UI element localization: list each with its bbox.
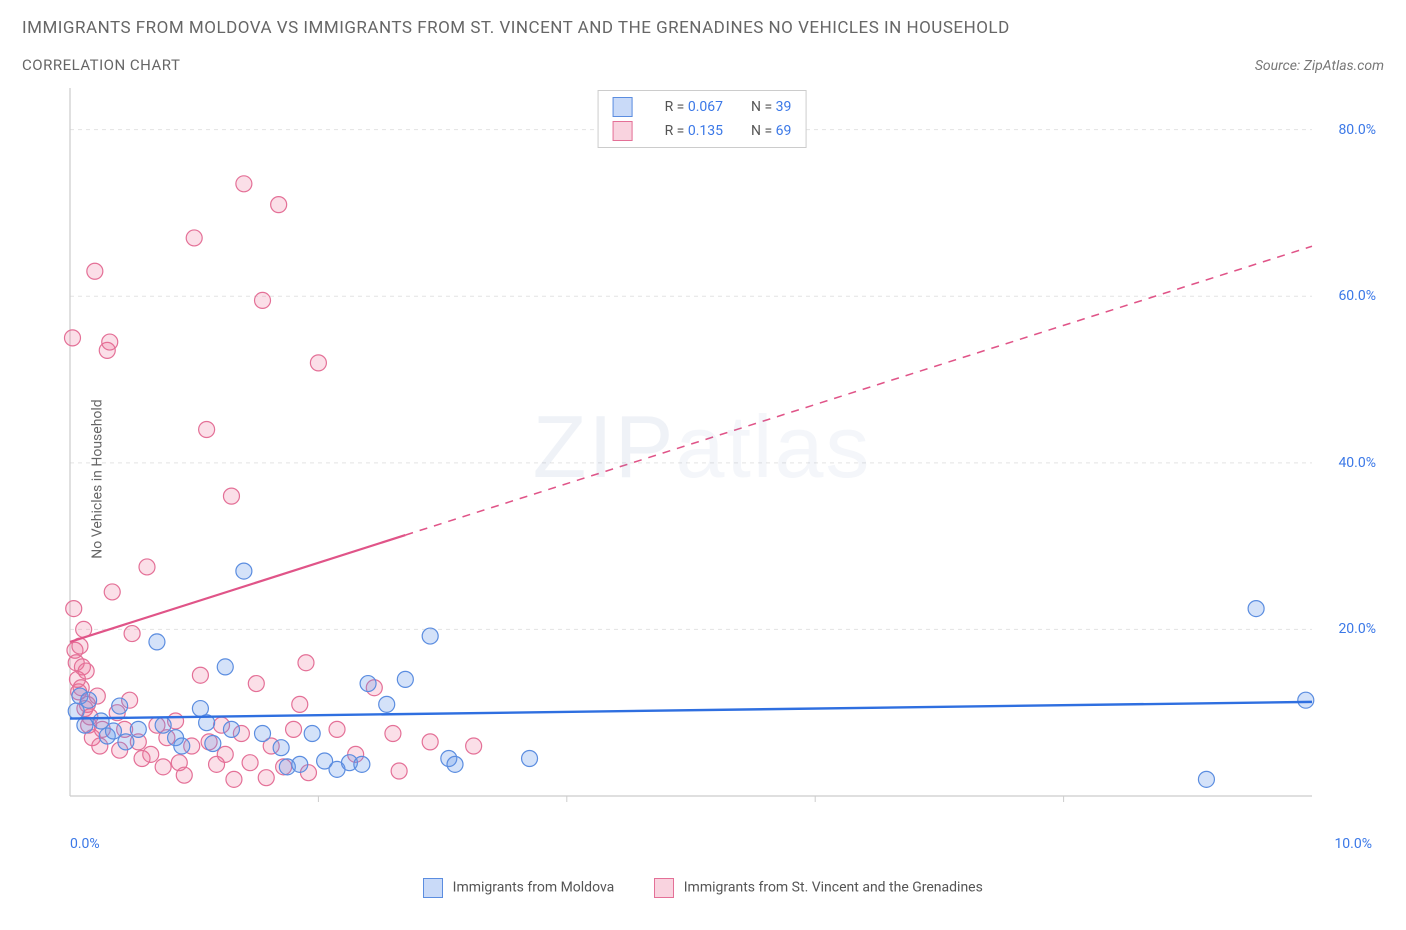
title-row: CORRELATION CHART Source: ZipAtlas.com [22,56,1384,74]
stats-row-moldova: R = 0.067 N = 39 [599,95,806,119]
chart-title: IMMIGRANTS FROM MOLDOVA VS IMMIGRANTS FR… [22,18,1384,38]
swatch-svg-icon [654,878,674,898]
chart-subtitle: CORRELATION CHART [22,56,180,74]
swatch-svg-icon [613,121,633,141]
legend-item-svg: Immigrants from St. Vincent and the Gren… [654,878,983,898]
legend-label: Immigrants from Moldova [453,880,615,896]
scatter-plot [22,84,1382,844]
swatch-moldova-icon [423,878,443,898]
source-label: Source: ZipAtlas.com [1255,58,1384,74]
x-min-label: 0.0% [70,836,100,852]
x-axis-tick-labels: 0.0% 10.0% [22,836,1382,852]
stats-row-svg: R = 0.135 N = 69 [599,119,806,143]
chart-area: No Vehicles in Household ZIPatlas R = 0.… [22,84,1382,874]
x-max-label: 10.0% [1334,836,1372,852]
series-legend: Immigrants from Moldova Immigrants from … [22,878,1384,898]
legend-item-moldova: Immigrants from Moldova [423,878,614,898]
swatch-moldova-icon [613,97,633,117]
y-axis-label: No Vehicles in Household [90,399,106,558]
stats-legend-box: R = 0.067 N = 39 R = 0.135 N = 69 [598,90,807,148]
legend-label: Immigrants from St. Vincent and the Gren… [684,880,983,896]
